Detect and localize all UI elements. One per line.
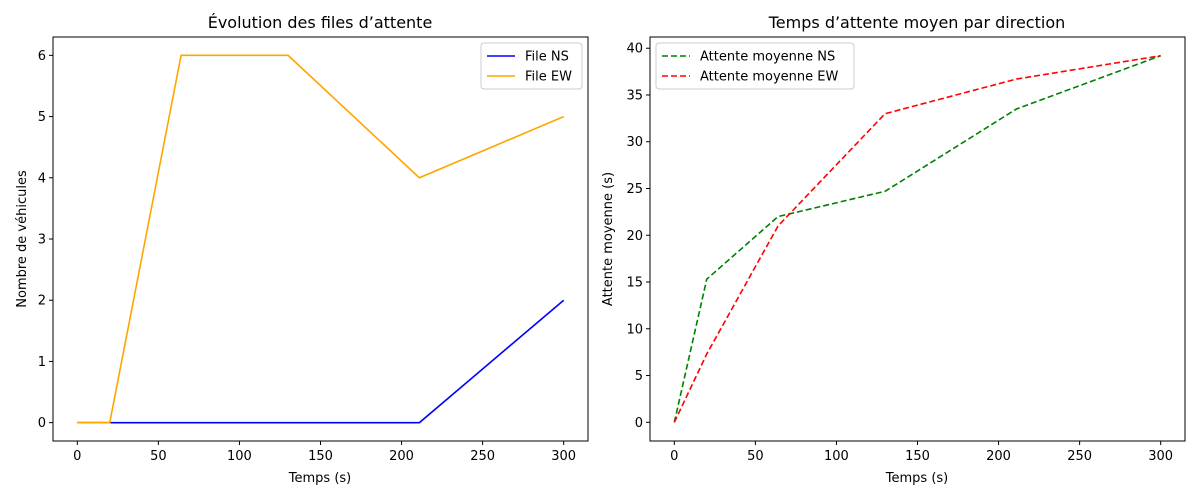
queue-chart-series-line-2	[77, 54, 564, 424]
wait-chart-y-tick-label: 15	[626, 276, 643, 291]
queue-chart-legend: File NS File EW	[480, 42, 583, 90]
wait-chart-title: Temps d’attente moyen par direction	[768, 13, 1066, 32]
wait-chart-y-tick-label: 5	[635, 369, 643, 384]
queue-chart-plot-area: 0 50 100 150 200 250 300 0 1 2 3 4 5 6 File NS File EW	[38, 36, 589, 464]
wait-chart-x-tick-label: 250	[1067, 449, 1092, 464]
queue-chart-legend-box	[480, 42, 583, 90]
wait-chart-x-tick-label: 100	[824, 449, 849, 464]
wait-chart-y-tick-label: 40	[626, 42, 643, 57]
wait-chart-legend-box	[655, 42, 855, 90]
queue-chart-xlabel: Temps (s)	[288, 471, 351, 486]
wait-chart-y-tick-label: 0	[635, 416, 643, 431]
queue-chart-y-tick-label: 3	[38, 233, 46, 248]
wait-chart-xlabel: Temps (s)	[885, 471, 948, 486]
wait-chart-legend-label: Attente moyenne EW	[700, 70, 838, 85]
wait-chart-y-tick-label: 35	[626, 88, 643, 103]
wait-chart-x-tick-label: 0	[670, 449, 678, 464]
wait-chart-legend-label: Attente moyenne NS	[700, 50, 835, 65]
wait-chart-x-tick-label: 200	[986, 449, 1011, 464]
wait-chart-x-tick-label: 300	[1148, 449, 1173, 464]
wait-chart-plot-area: 0 50 100 150 200 250 300 0 5 10 15 20 25 30 35 40 Attent…	[626, 36, 1186, 464]
queue-chart-y-tick-label: 6	[38, 49, 46, 64]
queue-chart-x-tick-label: 300	[551, 449, 576, 464]
queue-chart-y-tick-label: 1	[38, 355, 46, 370]
wait-chart-y-tick-label: 25	[626, 182, 643, 197]
queue-chart-x-tick-label: 200	[389, 449, 414, 464]
wait-chart-legend: Attente moyenne NS Attente moyenne EW	[655, 42, 855, 90]
queue-chart-y-tick-label: 0	[38, 416, 46, 431]
queue-chart-x-tick-label: 100	[227, 449, 252, 464]
queue-chart-x-tick-label: 250	[470, 449, 495, 464]
queue-chart-x-tick-label: 150	[308, 449, 333, 464]
queue-chart-ylabel: Nombre de véhicules	[15, 170, 30, 308]
wait-chart-y-tick-label: 20	[626, 229, 643, 244]
queue-chart-y-tick-label: 5	[38, 110, 46, 125]
queue-chart: Évolution des files d’attente 0 50 100 150 2…	[15, 13, 589, 486]
queue-chart-title: Évolution des files d’attente	[208, 13, 433, 32]
queue-chart-y-tick-label: 2	[38, 294, 46, 309]
queue-chart-legend-label: File EW	[525, 70, 572, 85]
wait-chart-series-line-2	[673, 54, 1161, 423]
wait-chart: Temps d’attente moyen par direction 0 50 1…	[601, 13, 1186, 486]
wait-chart-y-tick-label: 30	[626, 135, 643, 150]
queue-chart-x-tick-label: 0	[73, 449, 81, 464]
wait-chart-x-tick-label: 50	[747, 449, 764, 464]
wait-chart-x-tick-label: 150	[905, 449, 930, 464]
queue-chart-y-tick-label: 4	[38, 171, 46, 186]
queue-chart-x-tick-label: 50	[150, 449, 167, 464]
queue-chart-legend-label: File NS	[525, 50, 569, 65]
wait-chart-y-tick-label: 10	[626, 322, 643, 337]
wait-chart-ylabel: Attente moyenne (s)	[601, 172, 616, 306]
wait-chart-series-line-1	[673, 54, 1161, 423]
